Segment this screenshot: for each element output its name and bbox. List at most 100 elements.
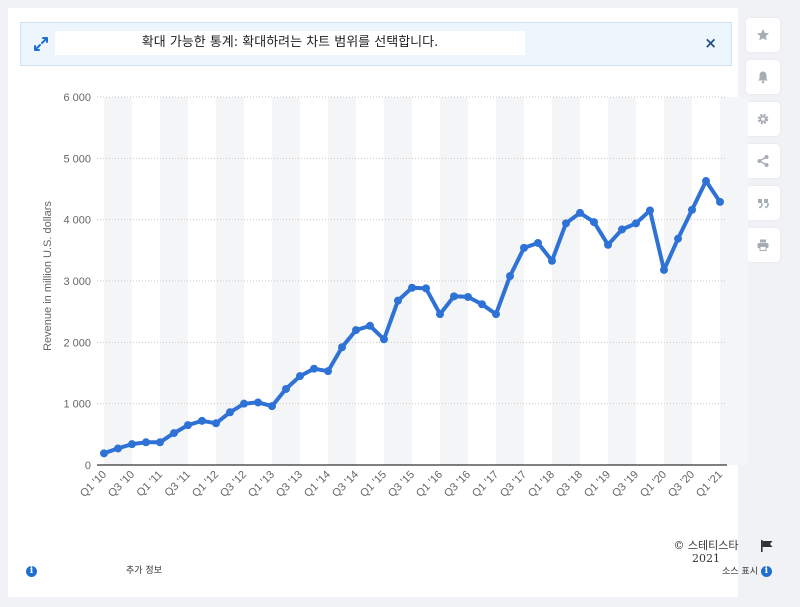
data-point[interactable] <box>156 438 164 447</box>
star-icon <box>757 29 769 41</box>
data-point[interactable] <box>646 206 654 215</box>
y-tick-labels: 0 1 000 2 000 3 000 4 000 5 000 6 000 <box>63 92 91 472</box>
copyright-line2: 2021 <box>692 552 720 565</box>
data-point[interactable] <box>436 310 444 319</box>
background-band <box>664 97 692 465</box>
notification-button[interactable] <box>746 60 780 94</box>
data-point[interactable] <box>408 283 416 292</box>
data-point[interactable] <box>464 292 472 301</box>
data-point[interactable] <box>562 219 570 228</box>
background-band <box>328 97 356 465</box>
data-point[interactable] <box>212 419 220 428</box>
data-point[interactable] <box>296 372 304 381</box>
copyright-line1: © 스테티스타 <box>673 539 739 552</box>
x-tick-label: Q1 '17 <box>470 469 501 500</box>
data-point[interactable] <box>506 272 514 281</box>
data-point[interactable] <box>114 444 122 453</box>
data-point[interactable] <box>310 364 318 373</box>
data-point[interactable] <box>702 177 710 186</box>
data-point[interactable] <box>240 399 248 408</box>
data-point[interactable] <box>520 243 528 252</box>
y-tick-label: 0 <box>85 460 91 472</box>
data-point[interactable] <box>394 296 402 305</box>
x-tick-label: Q3 '16 <box>442 469 473 500</box>
x-tick-label: Q3 '18 <box>554 469 585 500</box>
x-tick-label: Q1 '16 <box>414 469 445 500</box>
data-point[interactable] <box>688 205 696 214</box>
print-icon <box>757 239 769 251</box>
expand-arrows-icon[interactable] <box>33 36 49 52</box>
data-point[interactable] <box>660 265 668 274</box>
more-info-label[interactable]: 추가 정보 <box>126 566 162 576</box>
data-point[interactable] <box>450 292 458 301</box>
quote-icon <box>758 199 769 209</box>
x-tick-label: Q1 '15 <box>358 469 389 500</box>
y-tick-label: 3 000 <box>63 276 91 288</box>
data-point[interactable] <box>100 449 108 458</box>
data-point[interactable] <box>478 300 486 309</box>
data-point[interactable] <box>184 421 192 430</box>
data-point[interactable] <box>198 416 206 425</box>
data-point[interactable] <box>534 238 542 247</box>
data-point[interactable] <box>604 240 612 249</box>
show-source-link[interactable]: 소스 표시 i <box>722 564 772 577</box>
data-point[interactable] <box>352 326 360 335</box>
x-tick-label: Q3 '20 <box>666 469 697 500</box>
close-icon[interactable]: × <box>704 34 717 52</box>
x-tick-label: Q1 '20 <box>638 469 669 500</box>
x-tick-label: Q1 '13 <box>246 469 277 500</box>
y-tick-label: 4 000 <box>63 215 91 227</box>
data-point[interactable] <box>366 321 374 330</box>
print-button[interactable] <box>746 228 780 262</box>
y-axis-label: Revenue in million U.S. dollars <box>42 201 54 351</box>
bell-icon <box>758 71 768 84</box>
data-point[interactable] <box>268 402 276 411</box>
data-point[interactable] <box>590 218 598 227</box>
data-point[interactable] <box>142 438 150 447</box>
zoom-hint-banner: 확대 가능한 통계: 확대하려는 차트 범위를 선택합니다. × <box>20 22 732 66</box>
more-info-link[interactable]: i <box>26 565 37 577</box>
share-icon <box>757 155 769 167</box>
data-point[interactable] <box>576 208 584 217</box>
x-tick-label: Q3 '12 <box>218 469 249 500</box>
y-tick-label: 6 000 <box>63 92 91 104</box>
data-point[interactable] <box>618 225 626 234</box>
info-icon: i <box>26 565 37 577</box>
data-point[interactable] <box>492 310 500 319</box>
data-point[interactable] <box>128 440 136 449</box>
data-point[interactable] <box>548 256 556 265</box>
cite-button[interactable] <box>746 186 780 220</box>
info-icon: i <box>760 566 772 577</box>
settings-button[interactable] <box>746 102 780 136</box>
data-point[interactable] <box>226 408 234 417</box>
toolbar-sidebar <box>746 18 780 270</box>
x-tick-label: Q3 '19 <box>610 469 641 500</box>
data-point[interactable] <box>338 343 346 352</box>
data-point[interactable] <box>632 219 640 228</box>
data-point[interactable] <box>170 429 178 438</box>
background-bands <box>104 97 748 465</box>
data-point[interactable] <box>674 234 682 243</box>
data-point[interactable] <box>282 384 290 393</box>
y-tick-label: 5 000 <box>63 153 91 165</box>
background-band <box>160 97 188 465</box>
copyright: © 스테티스타 2021 <box>672 539 740 565</box>
source-label: 소스 표시 <box>722 567 758 577</box>
favorite-button[interactable] <box>746 18 780 52</box>
x-tick-label: Q1 '11 <box>135 469 166 500</box>
data-point[interactable] <box>324 367 332 376</box>
x-tick-label: Q1 '18 <box>526 469 557 500</box>
data-point[interactable] <box>716 197 724 206</box>
share-button[interactable] <box>746 144 780 178</box>
x-tick-label: Q3 '15 <box>386 469 417 500</box>
data-point[interactable] <box>254 398 262 407</box>
data-point[interactable] <box>422 284 430 293</box>
x-tick-label: Q1 '19 <box>582 469 613 500</box>
data-point[interactable] <box>380 335 388 344</box>
x-tick-label: Q3 '14 <box>330 469 361 500</box>
x-tick-label: Q1 '21 <box>694 469 725 500</box>
flag-icon[interactable] <box>760 540 774 552</box>
gridlines <box>97 96 727 405</box>
